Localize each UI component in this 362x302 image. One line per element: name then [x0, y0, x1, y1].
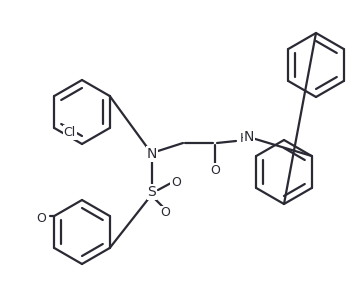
Text: O: O: [160, 207, 170, 220]
Text: H: H: [239, 133, 249, 146]
Text: N: N: [244, 130, 254, 144]
Text: Cl: Cl: [64, 126, 76, 139]
Text: O: O: [171, 176, 181, 189]
Text: O: O: [210, 163, 220, 176]
Text: N: N: [147, 147, 157, 161]
Text: S: S: [148, 185, 156, 199]
Text: O: O: [37, 211, 46, 224]
